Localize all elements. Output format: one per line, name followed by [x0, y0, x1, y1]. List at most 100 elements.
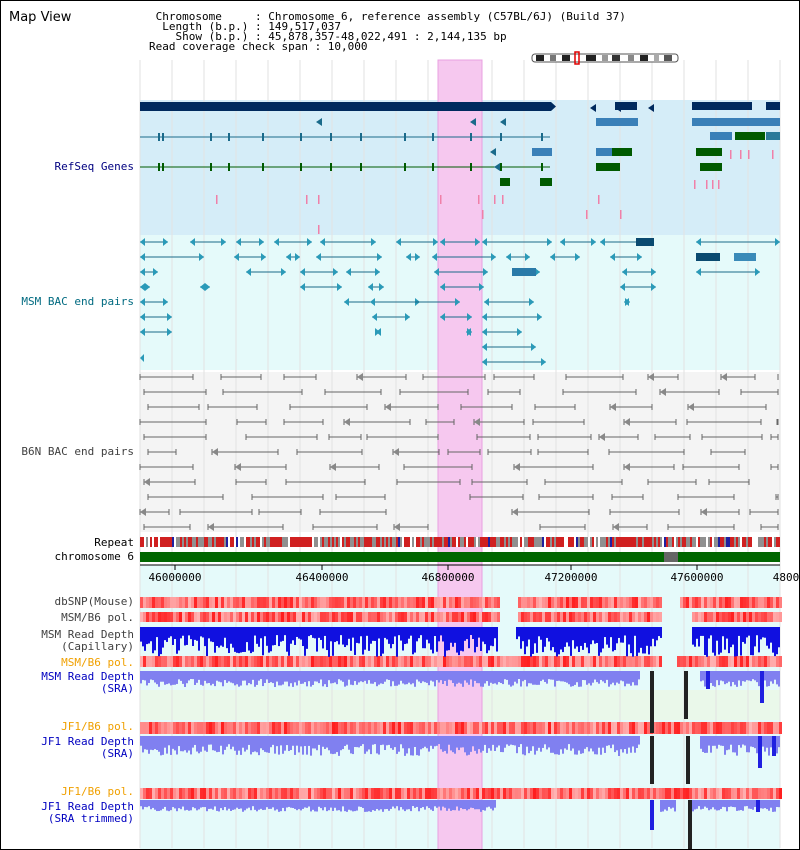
dbsnp-heat-cell [422, 597, 425, 608]
dbsnp-heat-cell [242, 597, 245, 608]
msm-b6-pol-heat-cell [446, 612, 449, 622]
jf1-trim-depth-bar [694, 800, 696, 810]
repeat-element [302, 537, 304, 547]
msm-b6-pol2-heat-cell [515, 656, 518, 667]
jf1-trim-depth-bar [208, 800, 210, 809]
msm-sra-depth-bar [372, 671, 374, 684]
msm-bac-end [637, 253, 642, 261]
msm-sra-depth-bar [456, 671, 458, 684]
dbsnp-heat-cell [428, 597, 431, 608]
jf1-b6-pol-heat-cell [614, 722, 617, 734]
msm-b6-pol-heat-cell [164, 612, 167, 622]
msm-capillary-depth-bar [388, 627, 390, 644]
dbsnp-heat-cell [290, 597, 293, 608]
jf1-sra-depth-bar [464, 736, 466, 753]
msm-b6-pol-heat-cell [281, 612, 284, 622]
jf1-sra-depth-bar [634, 736, 636, 753]
jf1-b6-pol2-heat-cell [389, 788, 392, 799]
jf1-b6-pol2-heat-cell [581, 788, 584, 799]
jf1-sra-depth-bar [272, 736, 274, 745]
dbsnp-heat-cell [563, 597, 566, 608]
jf1-b6-pol-heat-cell [143, 722, 146, 734]
jf1-sra-depth-bar [576, 736, 578, 755]
msm-bac-end [140, 253, 145, 261]
refseq-gene [532, 148, 552, 156]
msm-bac-end [550, 253, 555, 261]
msm-b6-pol2-heat-cell [311, 656, 314, 667]
msm-b6-pol-heat-cell [710, 612, 713, 622]
msm-capillary-depth-bar [244, 627, 246, 652]
jf1-b6-pol2-heat-cell [431, 788, 434, 799]
msm-b6-pol-heat-cell [626, 612, 629, 622]
msm-b6-pol2-heat-cell [209, 656, 212, 667]
b6n-bac-arrow [660, 388, 666, 396]
msm-b6-pol-heat-cell [221, 612, 224, 622]
jf1-trim-depth-bar [322, 800, 324, 811]
msm-b6-pol-heat-cell [554, 612, 557, 622]
msm-b6-pol2-heat-cell [251, 656, 254, 667]
jf1-b6-pol2-heat-cell [323, 788, 326, 799]
jf1-sra-depth-bar [444, 736, 446, 751]
jf1-b6-pol-heat-cell [665, 722, 668, 734]
jf1-b6-pol2-heat-cell [398, 788, 401, 799]
jf1-b6-pol-heat-cell [440, 722, 443, 734]
msm-capillary-depth-bar [350, 627, 352, 651]
jf1-trim-depth-bar [732, 800, 734, 808]
repeat-element [316, 537, 318, 547]
msm-sra-depth-bar [322, 671, 324, 687]
repeat-element [762, 537, 764, 547]
msm-capillary-depth-bar [452, 627, 454, 647]
repeat-element [200, 537, 202, 547]
jf1-b6-pol2-heat-cell [530, 788, 533, 799]
msm-bac-end [482, 313, 487, 321]
msm-bac-end [479, 283, 484, 291]
msm-sra-depth-bar [616, 671, 618, 683]
msm-sra-depth-bar [612, 671, 614, 683]
msm-sra-depth-bar [510, 671, 512, 687]
jf1-sra-depth-bar [496, 736, 498, 748]
jf1-b6-pol2-heat-cell [710, 788, 713, 799]
msm-sra-depth-bar [576, 671, 578, 683]
jf1-sra-depth-bar [168, 736, 170, 746]
msm-sra-depth-bar [154, 671, 156, 683]
jf1-trim-depth-bar [400, 800, 402, 808]
msm-b6-pol-heat-cell [422, 612, 425, 622]
dbsnp-heat-cell [320, 597, 323, 608]
repeat-element [376, 537, 378, 547]
jf1-trim-depth-bar [324, 800, 326, 808]
repeat-element [424, 537, 426, 547]
repeat-element [152, 537, 154, 547]
dbsnp-heat-cell [746, 597, 749, 608]
jf1-trim-depth-bar [476, 800, 478, 810]
msm-capillary-depth-bar [442, 627, 444, 642]
jf1-sra-depth-spike [772, 736, 776, 756]
msm-b6-pol-heat-cell [326, 612, 329, 622]
repeat-element [522, 537, 524, 547]
msm-b6-pol-heat-cell [743, 612, 746, 622]
b6n-bac-arrow [394, 523, 400, 531]
msm-sra-depth-bar [538, 671, 540, 685]
msm-bac-end [575, 253, 580, 261]
jf1-b6-pol2-heat-cell [464, 788, 467, 799]
jf1-b6-pol2-heat-cell [578, 788, 581, 799]
repeat-element [174, 537, 176, 547]
jf1-trim-depth-bar [262, 800, 264, 811]
msm-sra-depth-bar [562, 671, 564, 682]
msm-b6-pol-heat-cell [152, 612, 155, 622]
jf1-trim-depth-bar [196, 800, 198, 811]
msm-sra-depth-bar [232, 671, 234, 684]
jf1-b6-pol-heat-cell [479, 722, 482, 734]
repeat-element [154, 537, 156, 547]
msm-b6-pol2-heat-cell [437, 656, 440, 667]
jf1-b6-pol2-heat-cell [746, 788, 749, 799]
repeat-element [570, 537, 572, 547]
gene-exon [541, 163, 543, 171]
jf1-trim-depth-bar [190, 800, 192, 811]
repeat-element [452, 537, 454, 547]
ideogram-band [550, 55, 556, 61]
msm-b6-pol2-heat-cell [452, 656, 455, 667]
jf1-b6-pol2-heat-cell [386, 788, 389, 799]
msm-b6-pol2-heat-cell [443, 656, 446, 667]
repeat-element [208, 537, 210, 547]
